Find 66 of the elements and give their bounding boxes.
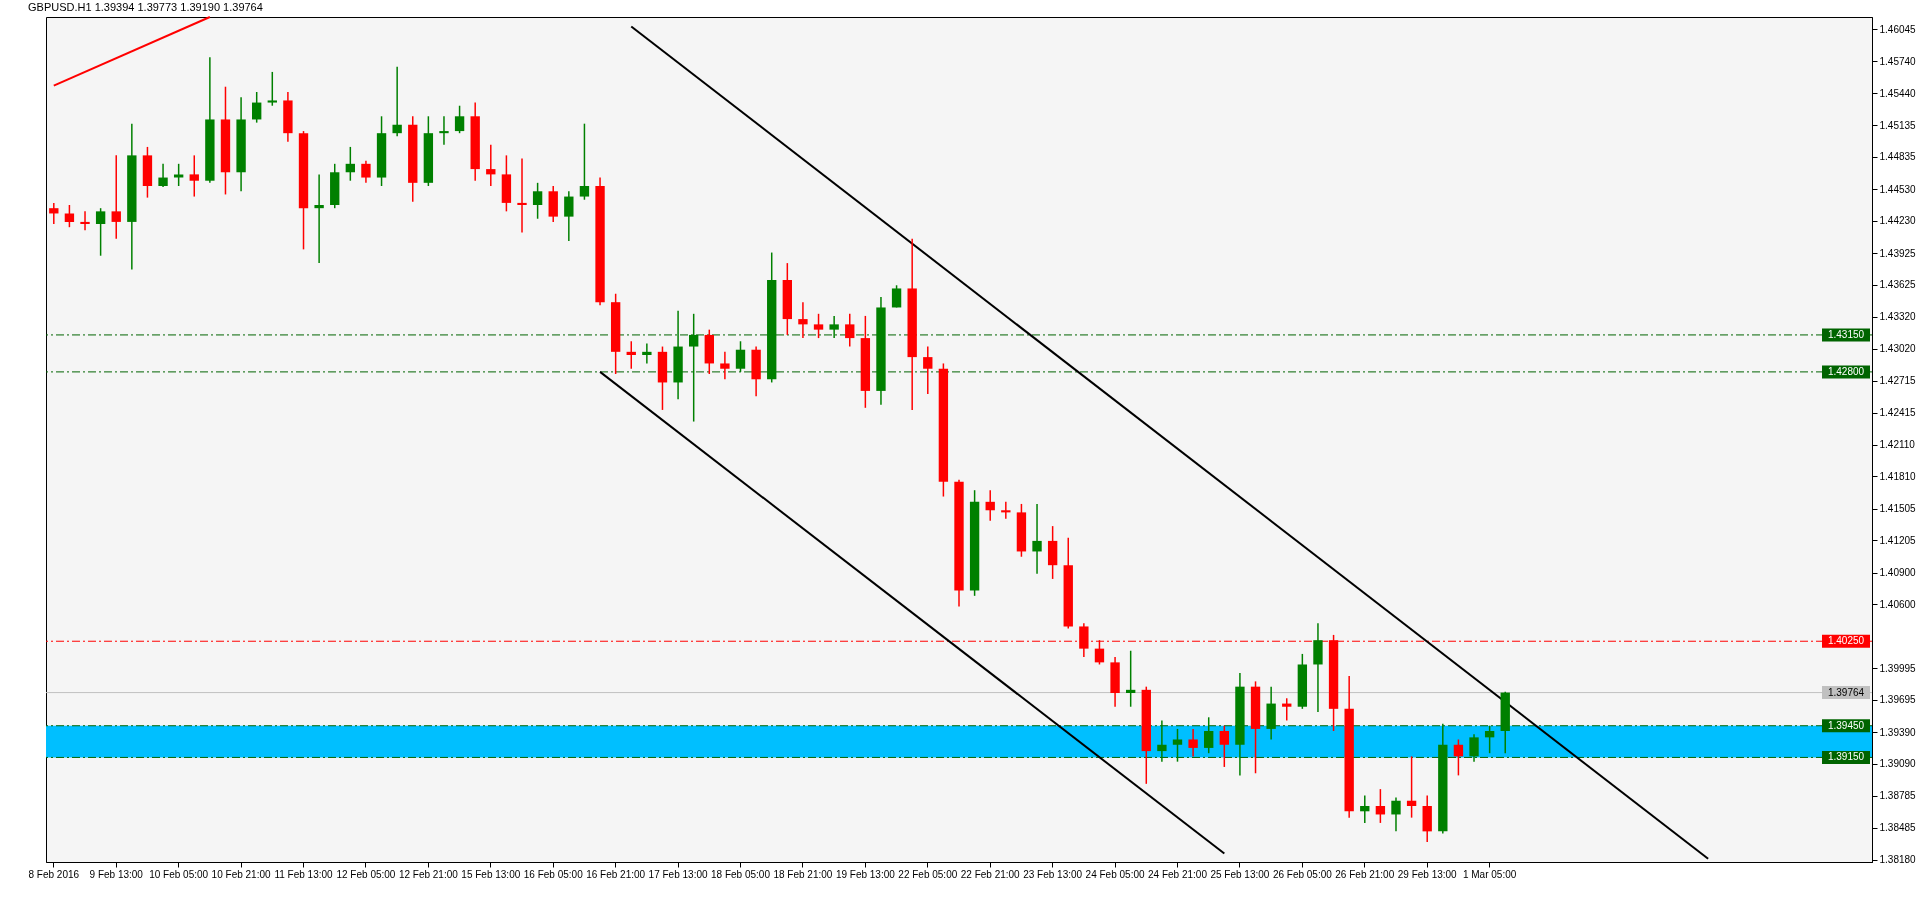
candlestick — [1188, 728, 1198, 758]
y-tick-label: 1.38785 — [1879, 790, 1916, 802]
x-tick-label: 16 Feb 21:00 — [586, 868, 646, 880]
y-tick-label: 1.39695 — [1879, 694, 1916, 706]
candlestick — [720, 351, 730, 381]
x-tick-label: 12 Feb 21:00 — [398, 868, 459, 880]
x-tick-label: 10 Feb 21:00 — [211, 868, 271, 880]
x-tick-label: 10 Feb 05:00 — [149, 868, 209, 880]
ref-line-label: 1.42800 — [1827, 365, 1865, 377]
y-tick-label: 1.43925 — [1879, 247, 1916, 259]
x-tick-label: 15 Feb 13:00 — [461, 868, 521, 880]
x-tick-label: 18 Feb 05:00 — [711, 868, 771, 880]
x-tick-label: 26 Feb 21:00 — [1335, 868, 1395, 880]
x-tick-label: 17 Feb 13:00 — [648, 868, 708, 880]
y-tick-label: 1.43020 — [1879, 343, 1916, 355]
x-tick-label: 12 Feb 05:00 — [336, 868, 396, 880]
y-tick-label: 1.42110 — [1879, 439, 1916, 451]
y-tick-label: 1.45135 — [1879, 119, 1916, 131]
x-tick-label: 19 Feb 13:00 — [835, 868, 896, 880]
ref-line-label: 1.39450 — [1827, 719, 1865, 731]
candlestick — [189, 154, 199, 198]
y-tick-label: 1.41810 — [1879, 470, 1916, 482]
x-tick-label: 11 Feb 13:00 — [274, 868, 334, 880]
x-tick-label: 23 Feb 13:00 — [1023, 868, 1083, 880]
candlestick — [64, 204, 75, 228]
y-tick-label: 1.43625 — [1879, 279, 1916, 291]
x-tick-label: 26 Feb 05:00 — [1272, 868, 1333, 880]
ref-line-label: 1.39764 — [1827, 686, 1865, 698]
y-tick-label: 1.38180 — [1879, 854, 1916, 866]
x-tick-label: 16 Feb 05:00 — [523, 868, 584, 880]
y-tick-label: 1.40600 — [1879, 598, 1916, 610]
y-tick-label: 1.44835 — [1879, 151, 1916, 163]
x-tick-label: 25 Feb 13:00 — [1210, 868, 1270, 880]
candlestick — [1172, 728, 1183, 763]
ref-line-label: 1.39150 — [1827, 751, 1865, 763]
y-tick-label: 1.44230 — [1879, 215, 1916, 227]
x-tick-label: 24 Feb 21:00 — [1148, 868, 1208, 880]
x-tick-label: 1 Mar 05:00 — [1462, 868, 1517, 880]
y-tick-label: 1.46045 — [1879, 23, 1916, 35]
candlestick — [173, 163, 184, 187]
y-tick-label: 1.41205 — [1879, 534, 1916, 546]
y-tick-label: 1.45440 — [1879, 87, 1916, 99]
ref-line-label: 1.43150 — [1827, 328, 1865, 340]
y-tick-label: 1.44530 — [1879, 183, 1916, 195]
y-tick-label: 1.39390 — [1879, 726, 1916, 738]
y-tick-label: 1.41505 — [1879, 503, 1916, 515]
x-tick-label: 22 Feb 05:00 — [898, 868, 958, 880]
y-tick-label: 1.42715 — [1879, 375, 1916, 387]
ref-line-label: 1.40250 — [1827, 635, 1865, 647]
x-tick-label: 29 Feb 13:00 — [1397, 868, 1458, 880]
candlestick — [267, 71, 277, 107]
candlestick — [829, 315, 839, 339]
x-tick-label: 18 Feb 21:00 — [773, 868, 833, 880]
x-tick-label: 8 Feb 2016 — [28, 868, 80, 880]
x-tick-label: 9 Feb 13:00 — [89, 868, 144, 880]
x-tick-label: 24 Feb 05:00 — [1085, 868, 1145, 880]
y-tick-label: 1.43320 — [1879, 311, 1916, 323]
y-tick-label: 1.38485 — [1879, 822, 1916, 834]
chart-title: GBPUSD.H1 1.39394 1.39773 1.39190 1.39764 — [28, 1, 263, 13]
y-tick-label: 1.45740 — [1879, 55, 1916, 67]
candlestick — [813, 313, 824, 339]
x-tick-label: 22 Feb 21:00 — [960, 868, 1021, 880]
y-tick-label: 1.39995 — [1879, 662, 1916, 674]
y-tick-label: 1.42415 — [1879, 407, 1916, 419]
y-tick-label: 1.40900 — [1879, 567, 1916, 579]
y-tick-label: 1.39090 — [1879, 758, 1916, 770]
